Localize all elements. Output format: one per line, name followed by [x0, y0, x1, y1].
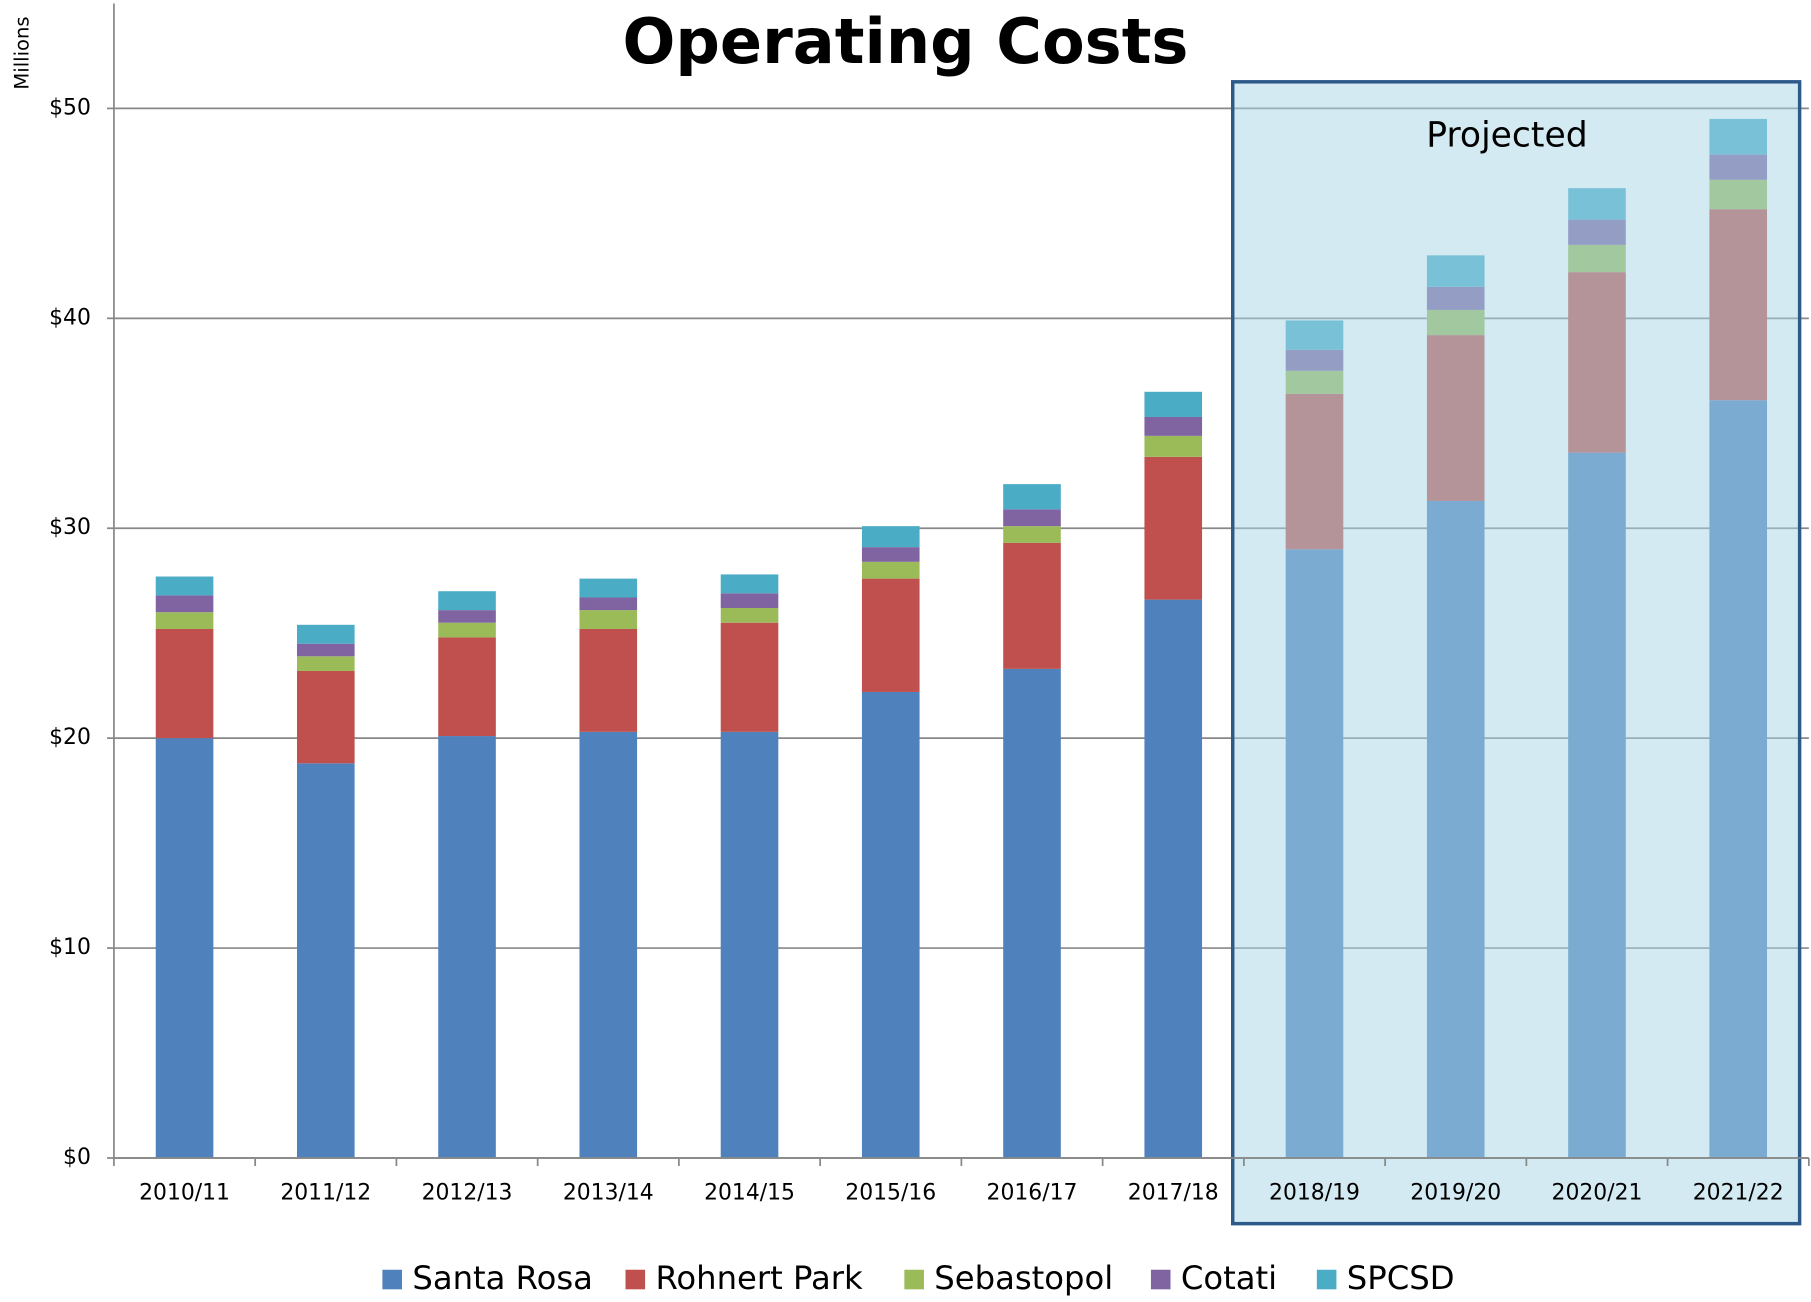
bar-segment — [155, 738, 214, 1158]
x-tick-label: 2011/12 — [280, 1181, 371, 1206]
bar-segment — [155, 612, 214, 629]
y-tick-label: $30 — [49, 515, 91, 540]
bar-segment — [296, 624, 355, 644]
x-tick-label: 2020/21 — [1552, 1181, 1643, 1206]
projected-box — [1231, 80, 1802, 1226]
bar-segment — [579, 578, 638, 598]
bar-segment — [861, 561, 920, 579]
bar-segment — [861, 526, 920, 548]
bar-segment — [720, 731, 779, 1158]
legend-swatch — [1316, 1269, 1337, 1290]
bar-segment — [579, 610, 638, 629]
chart-title: Operating Costs — [623, 5, 1189, 78]
bar-segment — [861, 547, 920, 562]
bar-segment — [861, 578, 920, 692]
bar-segment — [155, 628, 214, 739]
axis-layer: $0 $10 $20 $30 $40 $50 2010/11 2011/12 2012/13 20… — [49, 3, 1810, 1206]
bar-segment — [1003, 542, 1061, 669]
bar-segment — [861, 691, 920, 1158]
bar-segment — [155, 576, 214, 596]
x-tick-label: 2010/11 — [139, 1181, 230, 1206]
bar-segment — [579, 628, 638, 732]
y-tick-label: $40 — [49, 305, 91, 330]
bar-segment — [296, 643, 355, 657]
x-tick-label: 2019/20 — [1410, 1181, 1501, 1206]
x-tick-label: 2021/22 — [1693, 1181, 1784, 1206]
x-tick-label: 2015/16 — [845, 1181, 936, 1206]
legend-label: SPCSD — [1347, 1259, 1455, 1297]
bar-segment — [1144, 416, 1203, 436]
legend-label: Rohnert Park — [655, 1259, 863, 1297]
bar-segment — [296, 656, 355, 671]
bar-segment — [1144, 599, 1203, 1158]
bar-segment — [296, 763, 355, 1158]
bar-segment — [296, 670, 355, 764]
bar-segment — [720, 574, 779, 594]
bar-segment — [720, 608, 779, 623]
bar-segment — [438, 622, 496, 638]
bar-segment — [155, 595, 214, 613]
bar-segment — [720, 622, 779, 732]
y-tick-label: $50 — [49, 95, 91, 120]
y-tick-label: $20 — [49, 725, 91, 750]
y-axis-label: Millions — [10, 16, 33, 89]
bar-segment — [1144, 391, 1203, 417]
bar-segment — [579, 731, 638, 1158]
bar-segment — [579, 597, 638, 611]
x-tick-label: 2016/17 — [987, 1181, 1078, 1206]
legend-swatch — [625, 1269, 646, 1290]
bar-segment — [720, 593, 779, 609]
legend-label: Sebastopol — [934, 1259, 1113, 1297]
bar-segment — [1144, 435, 1203, 457]
legend-swatch — [1150, 1269, 1171, 1290]
legend-swatch — [904, 1269, 924, 1290]
bar-segment — [1003, 509, 1061, 527]
x-tick-label: 2014/15 — [704, 1181, 795, 1206]
bar-segment — [1003, 526, 1061, 543]
annotation: Projected — [1426, 116, 1587, 156]
bar-segment — [438, 736, 496, 1158]
x-tick-label: 2013/14 — [563, 1181, 654, 1206]
x-tick-label: 2017/18 — [1128, 1181, 1219, 1206]
bar-segment — [1144, 456, 1203, 600]
y-tick-label: $10 — [49, 935, 91, 960]
legend-label: Cotati — [1181, 1259, 1277, 1297]
x-tick-label: 2012/13 — [422, 1181, 513, 1206]
legend: Santa Rosa Rohnert Park Sebastopol Cotati SP… — [382, 1259, 1455, 1297]
bar-segment — [438, 637, 496, 737]
legend-label: Santa Rosa — [412, 1259, 593, 1297]
bar-segment — [438, 610, 496, 623]
bar-segment — [1003, 484, 1061, 510]
legend-swatch — [382, 1269, 402, 1290]
x-tick-label: 2018/19 — [1269, 1181, 1360, 1206]
bar-segment — [438, 591, 496, 611]
y-tick-label: $0 — [63, 1145, 91, 1170]
bar-segment — [1003, 668, 1061, 1158]
